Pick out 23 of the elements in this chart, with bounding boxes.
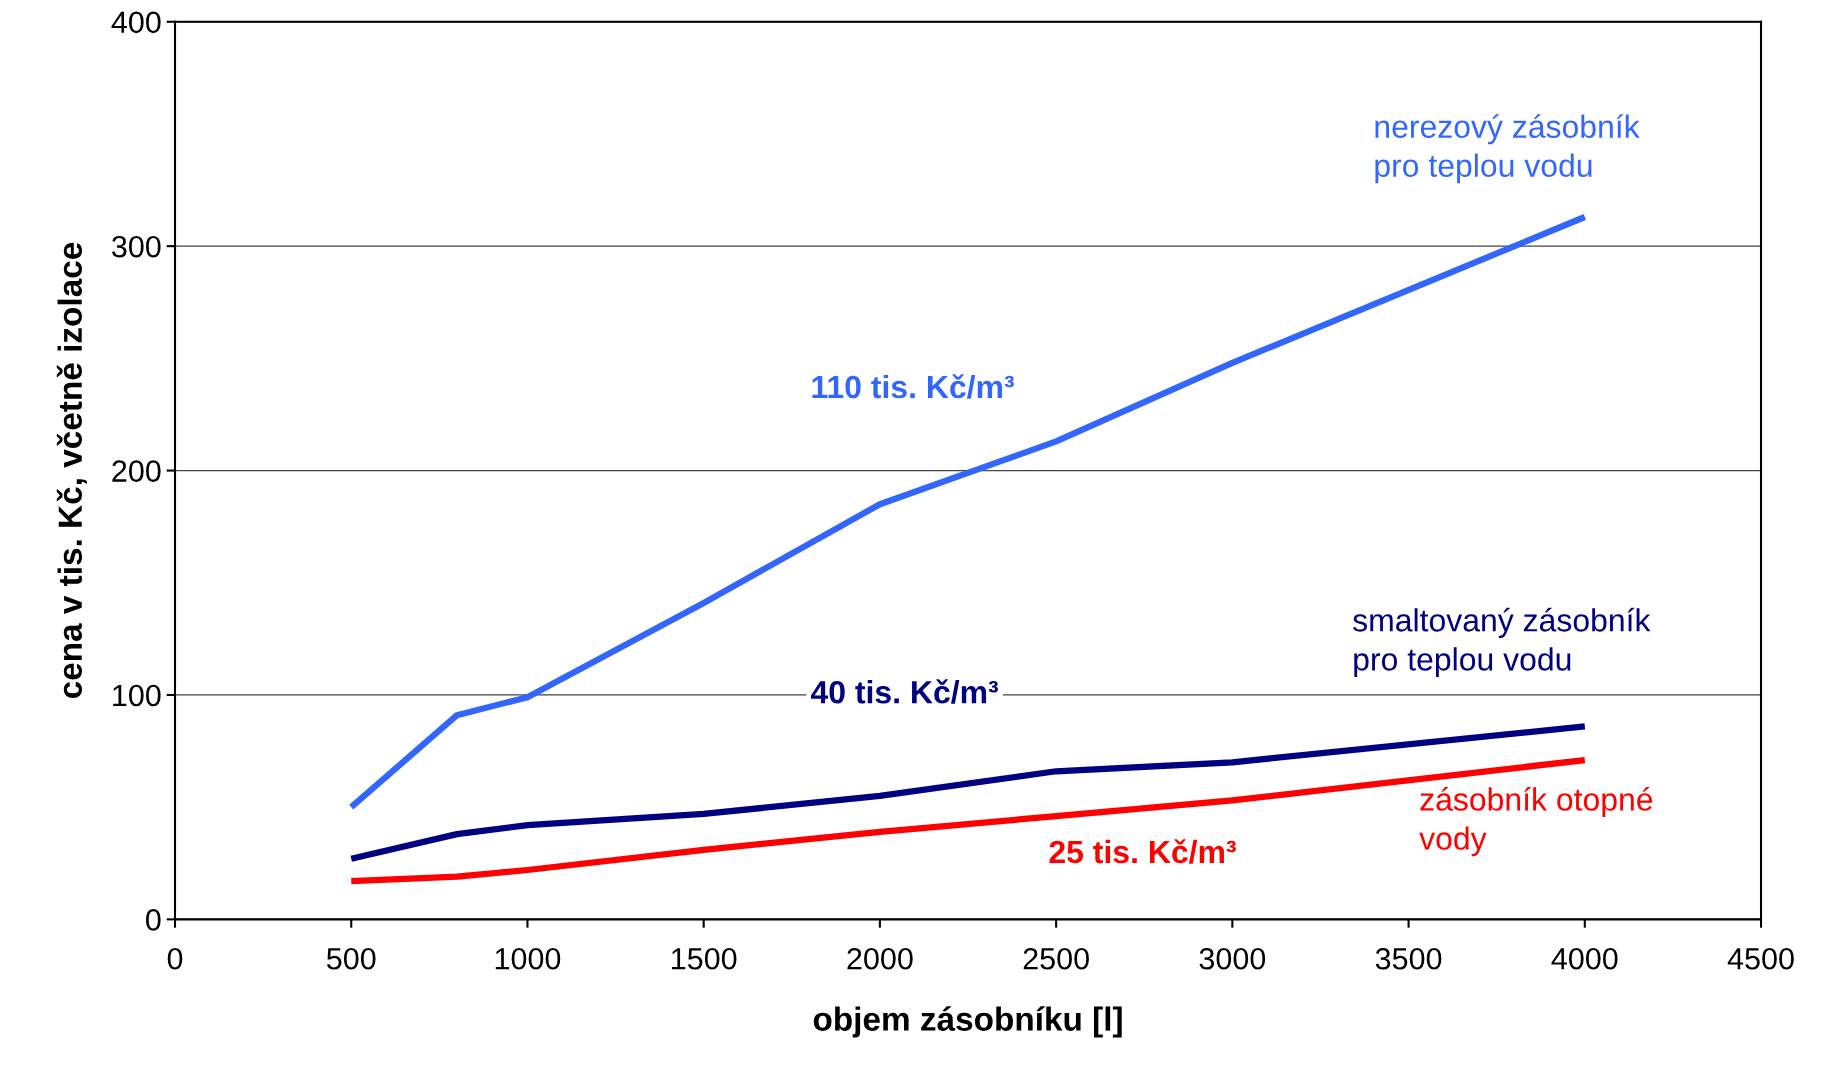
series-label: zásobník otopné vody — [1419, 786, 1653, 857]
x-tick-label: 4000 — [1551, 947, 1618, 970]
y-tick-label: 400 — [111, 11, 161, 34]
y-tick-label: 200 — [112, 460, 161, 482]
x-tick-label: 0 — [167, 947, 183, 970]
text: nerezový zásobník pro teplou vodu — [1375, 114, 1640, 184]
annotation: 110 tis. Kč/m³ — [812, 374, 1014, 399]
y-tick-label: 100 — [113, 684, 161, 707]
x-tick-label: 2500 — [1023, 947, 1089, 970]
y-axis-title: cena v tis. Kč, včetně izolace — [56, 242, 87, 699]
x-tick-label: 1000 — [495, 947, 561, 970]
x-axis-title: objem zásobníku [l] — [813, 1006, 1122, 1038]
x-tick-label: 4500 — [1727, 947, 1794, 970]
text: smaltovaný zásobník pro teplou vodu — [1353, 607, 1651, 678]
y-tick-label: 0 — [146, 909, 161, 931]
x-tick-label: 3000 — [1199, 947, 1266, 970]
x-tick-label: 1500 — [672, 947, 737, 970]
x-tick-label: 500 — [326, 947, 376, 970]
y-tick-label: 300 — [112, 235, 161, 258]
x-tick-label: 2000 — [847, 947, 913, 970]
annotation: 25 tis. Kč/m³ — [1049, 839, 1236, 864]
annotation: 40 tis. Kč/m³ — [810, 679, 998, 704]
x-tick-label: 3500 — [1375, 947, 1442, 970]
